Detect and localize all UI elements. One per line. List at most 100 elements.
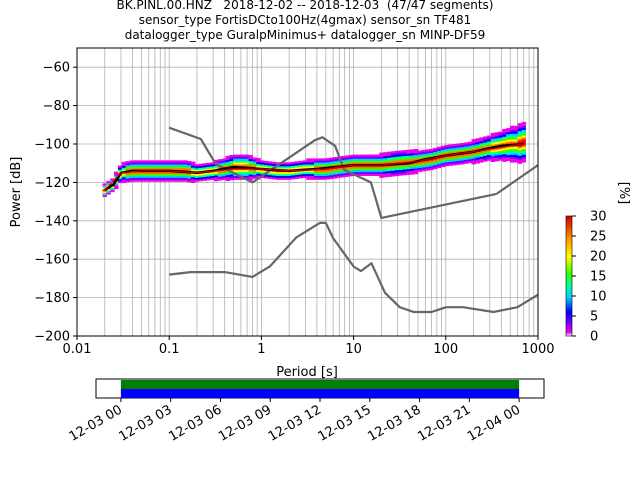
- density-cell: [494, 143, 500, 147]
- density-cell: [521, 135, 526, 138]
- density-cell: [179, 175, 184, 178]
- availability-bar-1: [120, 389, 520, 398]
- density-cell: [386, 165, 392, 168]
- density-cell: [271, 177, 277, 180]
- density-cell: [425, 155, 430, 158]
- density-cell: [509, 141, 515, 144]
- density-cell: [394, 173, 400, 177]
- density-cell: [237, 169, 242, 173]
- density-cell: [440, 145, 446, 148]
- x-tick-label: 0.01: [63, 342, 92, 357]
- y-tick-label: −200: [34, 330, 70, 345]
- density-cell: [402, 150, 407, 153]
- density-cell: [494, 136, 500, 139]
- density-cell: [494, 159, 500, 162]
- density-cell: [271, 171, 277, 174]
- density-cell: [375, 160, 380, 163]
- density-cell: [140, 175, 146, 178]
- density-cell: [410, 151, 415, 154]
- density-cell: [229, 155, 234, 158]
- colorbar-tick-label: 5: [590, 310, 598, 325]
- density-cell: [252, 174, 257, 177]
- density-cell: [225, 173, 230, 176]
- density-cell: [144, 162, 150, 165]
- density-cell: [417, 156, 423, 159]
- density-cell: [479, 145, 484, 148]
- density-cell: [490, 154, 496, 157]
- density-cell: [390, 158, 396, 162]
- density-cell: [513, 131, 519, 134]
- density-cell: [456, 158, 461, 162]
- density-cell: [363, 173, 369, 176]
- density-cell: [348, 170, 353, 173]
- density-cell: [513, 141, 519, 144]
- density-cell: [294, 161, 300, 164]
- density-cell: [521, 152, 526, 155]
- density-cell: [506, 149, 511, 152]
- density-cell: [102, 183, 107, 186]
- density-cell: [171, 175, 177, 178]
- density-cell: [490, 157, 496, 161]
- density-cell: [375, 166, 380, 169]
- density-cell: [283, 173, 288, 176]
- density-cell: [448, 155, 453, 159]
- density-cell: [467, 153, 473, 156]
- density-cell: [379, 152, 384, 155]
- density-cell: [479, 156, 484, 159]
- density-cell: [325, 175, 330, 178]
- density-cell: [406, 166, 411, 170]
- density-cell: [325, 158, 330, 161]
- density-cell: [360, 168, 365, 171]
- density-cell: [121, 175, 127, 178]
- density-cell: [410, 170, 415, 173]
- density-cell: [152, 177, 157, 180]
- density-cell: [117, 177, 123, 180]
- density-cell: [502, 157, 507, 160]
- density-cell: [329, 159, 334, 162]
- y-tick-label: −180: [34, 291, 70, 306]
- density-cell: [398, 165, 403, 169]
- density-cell: [252, 176, 257, 179]
- density-cell: [225, 171, 230, 174]
- density-cell: [506, 151, 511, 154]
- density-cell: [198, 167, 204, 170]
- density-cell: [229, 156, 234, 160]
- density-cell: [379, 169, 384, 173]
- x-axis-ticks: 0.01 0.1 1 10 100 1000: [63, 336, 555, 357]
- density-cell: [440, 151, 446, 154]
- density-cell: [460, 146, 465, 150]
- density-cell: [344, 163, 350, 166]
- density-cell: [317, 171, 323, 175]
- density-cell: [290, 165, 296, 168]
- density-cell: [279, 175, 284, 178]
- density-cell: [475, 153, 480, 156]
- density-cell: [187, 160, 192, 164]
- density-cell: [325, 177, 330, 180]
- density-cell: [429, 168, 434, 171]
- density-cell: [287, 164, 292, 167]
- availability-bar-0: [120, 380, 520, 389]
- density-cell: [440, 164, 446, 168]
- density-cell: [313, 173, 319, 176]
- density-cell: [367, 168, 373, 171]
- density-cell: [148, 171, 154, 175]
- density-cell: [129, 168, 134, 171]
- density-cell: [310, 175, 315, 178]
- density-cell: [506, 133, 511, 137]
- density-cell: [509, 127, 515, 130]
- density-cell: [198, 179, 204, 182]
- density-cell: [406, 159, 411, 162]
- density-cell: [509, 146, 515, 150]
- density-cell: [513, 150, 519, 153]
- density-cell: [206, 164, 211, 167]
- density-cell: [444, 156, 450, 159]
- density-cell: [321, 160, 327, 163]
- density-cell: [167, 173, 173, 176]
- density-cell: [267, 170, 273, 174]
- density-cell: [348, 156, 353, 160]
- series-lines: [104, 126, 539, 314]
- density-cell: [463, 150, 469, 153]
- density-cell: [287, 166, 292, 169]
- density-cell: [133, 177, 138, 180]
- density-cell: [348, 158, 353, 162]
